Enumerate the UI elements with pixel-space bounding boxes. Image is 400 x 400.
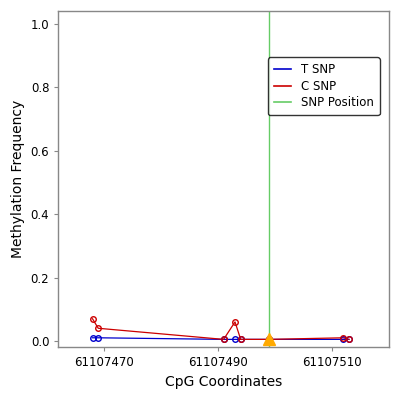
X-axis label: CpG Coordinates: CpG Coordinates <box>165 375 282 389</box>
Legend: T SNP, C SNP, SNP Position: T SNP, C SNP, SNP Position <box>268 57 380 115</box>
Y-axis label: Methylation Frequency: Methylation Frequency <box>11 100 25 258</box>
